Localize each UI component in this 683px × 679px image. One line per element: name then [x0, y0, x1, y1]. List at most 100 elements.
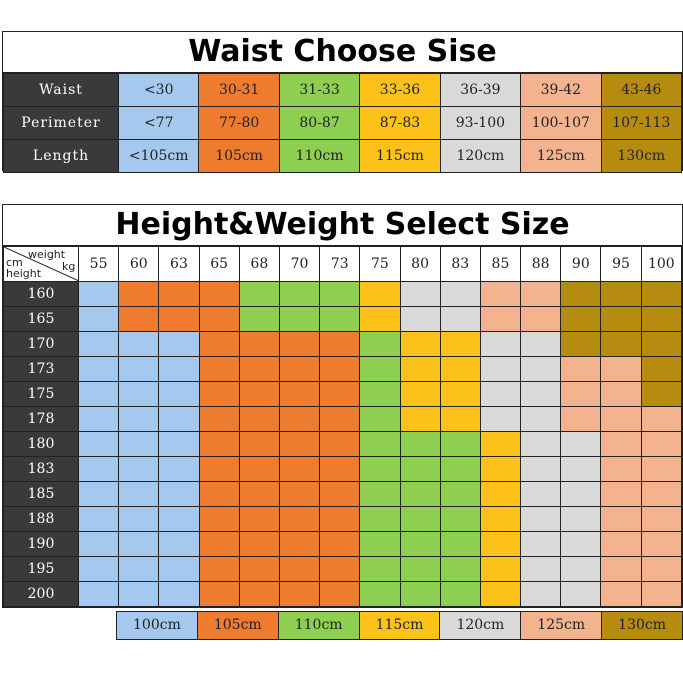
size-cell [198, 406, 240, 432]
size-cell [278, 281, 321, 307]
perimeter-cell: 93-100 [439, 106, 522, 140]
waist-cell: 39-42 [520, 73, 602, 107]
corner-header: weight kg cm height [3, 246, 79, 282]
corner-cm-label: cm [6, 256, 23, 269]
size-cell [198, 506, 240, 532]
size-cell [399, 556, 441, 582]
size-cell [399, 306, 441, 332]
height-label: 175 [3, 381, 79, 407]
size-cell [238, 431, 280, 457]
size-cell [319, 356, 361, 382]
height-label: 180 [3, 431, 79, 457]
weight-header-cell: 85 [479, 246, 522, 282]
size-cell [319, 406, 361, 432]
size-cell [479, 456, 522, 482]
size-cell [520, 481, 562, 507]
weight-header-cell: 100 [640, 246, 683, 282]
size-cell [479, 331, 522, 357]
size-cell [520, 381, 562, 407]
size-cell [158, 306, 200, 332]
perimeter-cell: 100-107 [520, 106, 602, 140]
legend-item: 105cm [196, 611, 279, 640]
size-cell [359, 506, 401, 532]
size-cell [238, 281, 280, 307]
size-cell [399, 456, 441, 482]
size-cell [278, 481, 321, 507]
weight-header-cell: 75 [359, 246, 401, 282]
size-cell [158, 281, 200, 307]
size-cell [640, 306, 683, 332]
size-cell [198, 481, 240, 507]
length-cell: 130cm [600, 139, 683, 173]
size-cell [399, 581, 441, 607]
size-cell [399, 381, 441, 407]
weight-header-cell: 65 [198, 246, 240, 282]
size-cell [319, 306, 361, 332]
size-cell [520, 281, 562, 307]
size-cell [560, 281, 602, 307]
size-cell [278, 306, 321, 332]
size-cell [319, 431, 361, 457]
size-cell [359, 331, 401, 357]
size-cell [158, 556, 200, 582]
size-cell [238, 406, 280, 432]
size-cell [359, 456, 401, 482]
size-cell [439, 531, 481, 557]
length-cell: 125cm [520, 139, 602, 173]
size-cell [520, 581, 562, 607]
size-cell [278, 581, 321, 607]
size-cell [359, 281, 401, 307]
size-cell [640, 506, 683, 532]
size-cell [359, 531, 401, 557]
size-cell [77, 381, 120, 407]
size-cell [158, 531, 200, 557]
legend-item: 125cm [520, 611, 603, 640]
size-cell [118, 431, 160, 457]
row-label-perimeter: Perimeter [3, 106, 119, 140]
size-cell [640, 381, 683, 407]
height-label: 165 [3, 306, 79, 332]
size-cell [319, 556, 361, 582]
size-cell [158, 581, 200, 607]
size-cell [520, 556, 562, 582]
size-cell [560, 431, 602, 457]
size-cell [359, 356, 401, 382]
size-cell [439, 381, 481, 407]
size-cell [238, 506, 280, 532]
size-cell [118, 406, 160, 432]
row-label-length: Length [3, 139, 119, 173]
size-table-row: 178 [3, 406, 683, 432]
size-cell [278, 556, 321, 582]
size-table-row: 200 [3, 581, 683, 607]
perimeter-cell: 107-113 [600, 106, 683, 140]
size-cell [439, 356, 481, 382]
size-cell [198, 331, 240, 357]
size-cell [319, 506, 361, 532]
legend-item: 115cm [358, 611, 441, 640]
length-cell: <105cm [117, 139, 200, 173]
size-cell [479, 356, 522, 382]
size-cell [439, 406, 481, 432]
size-cell [399, 331, 441, 357]
size-cell [238, 581, 280, 607]
size-cell [640, 281, 683, 307]
size-cell [439, 581, 481, 607]
size-cell [640, 331, 683, 357]
waist-table-row: Perimeter <77 77-80 80-87 87-83 93-100 100-107… [3, 106, 683, 140]
size-cell [520, 331, 562, 357]
size-cell [278, 531, 321, 557]
size-grid: weight kg cm height 55 60 63 65 68 70 73 75 80 83 85 88… [3, 246, 683, 607]
size-cell [319, 331, 361, 357]
weight-header-cell: 88 [520, 246, 562, 282]
size-cell [439, 506, 481, 532]
size-cell [520, 431, 562, 457]
size-cell [238, 306, 280, 332]
size-cell [600, 581, 642, 607]
size-cell [439, 456, 481, 482]
size-cell [439, 331, 481, 357]
size-cell [198, 306, 240, 332]
size-cell [77, 331, 120, 357]
size-cell [560, 306, 602, 332]
size-cell [118, 506, 160, 532]
size-cell [77, 456, 120, 482]
